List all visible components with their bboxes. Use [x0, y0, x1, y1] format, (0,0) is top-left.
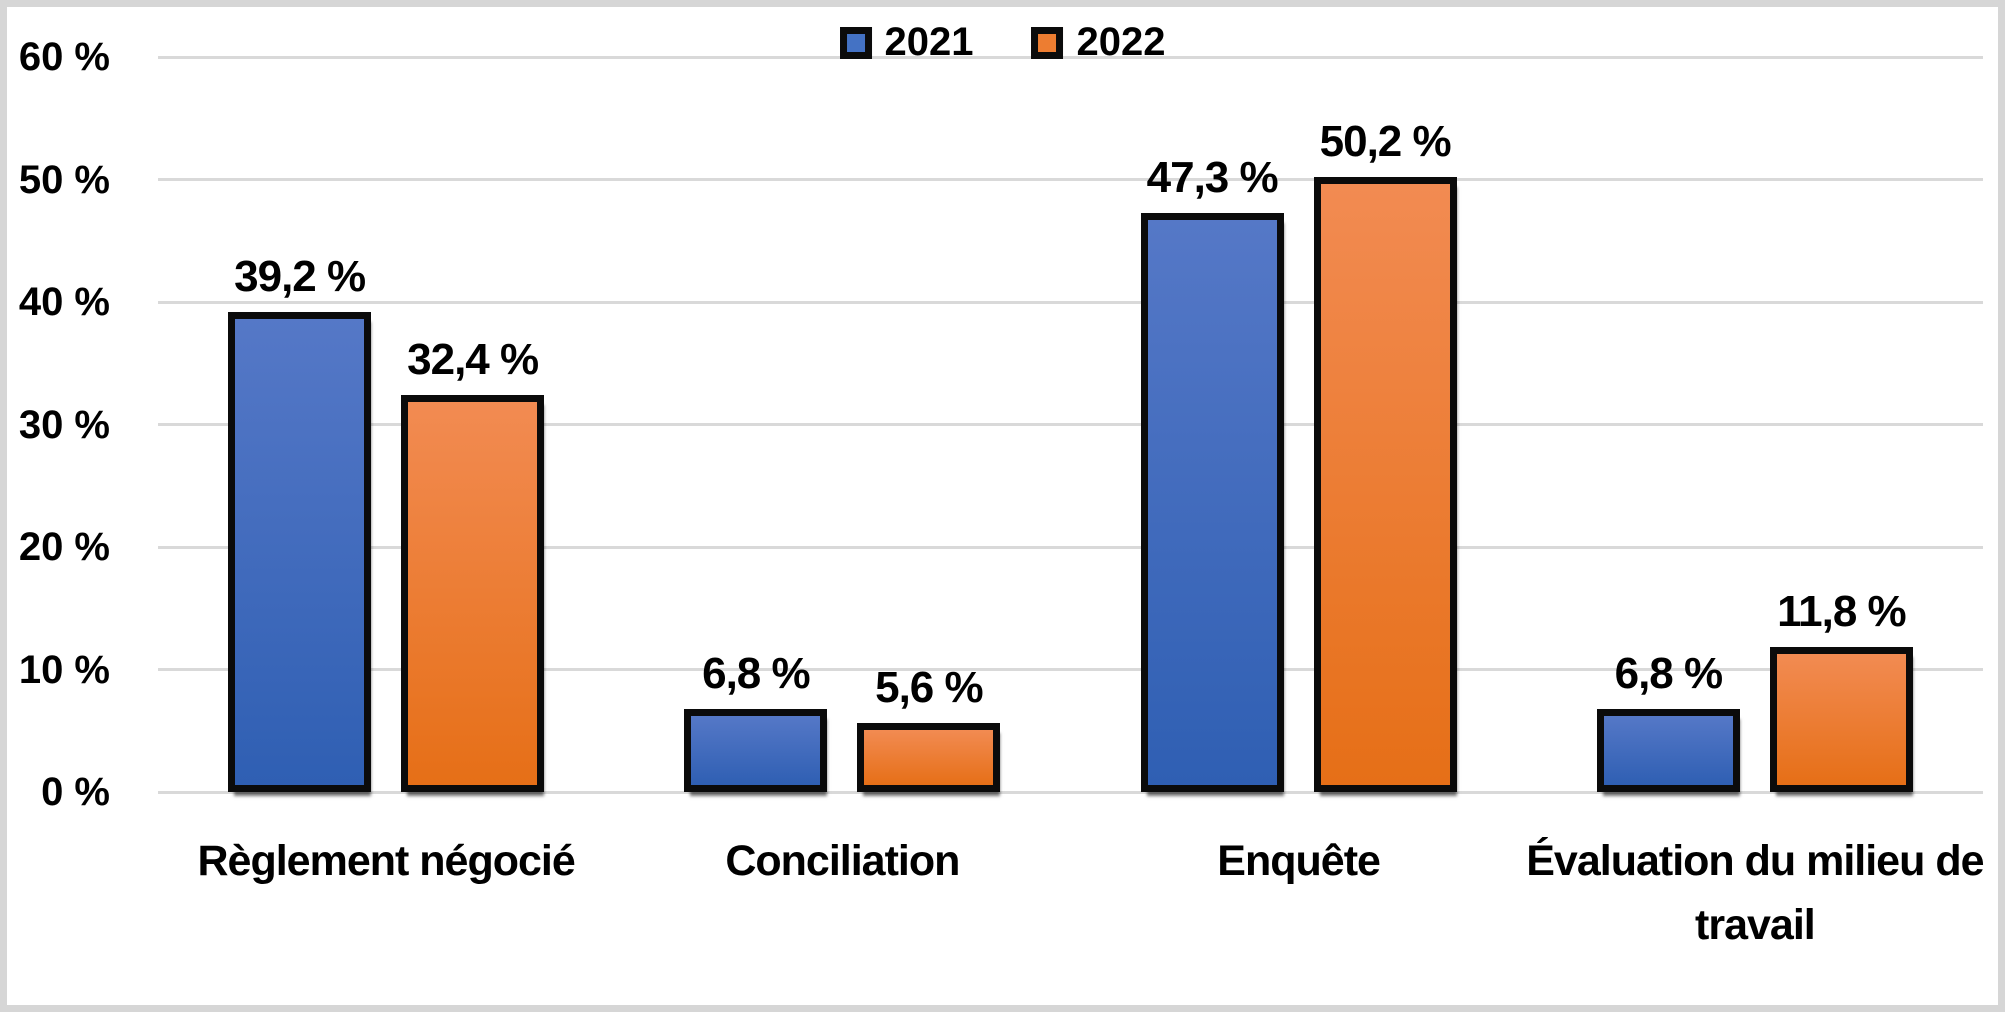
legend-label-2021: 2021 [884, 20, 974, 64]
gridline-30 [158, 423, 1983, 426]
x-axis-label-1: Conciliation [725, 837, 960, 885]
x-axis-label-2: Enquête [1217, 837, 1381, 885]
gridline-40 [158, 300, 1983, 304]
bar-value-label-2022-0: 32,4 % [407, 335, 539, 385]
gridline-10 [158, 668, 1983, 671]
bar-value-label-2022-3: 11,8 % [1777, 587, 1907, 637]
bar-2022-3 [1769, 647, 1913, 792]
bar-value-label-2021-1: 6,8 % [702, 648, 811, 698]
y-tick-label-50: 50 % [18, 157, 110, 202]
legend-swatch-2021-icon [839, 26, 872, 59]
bar-value-label-2021-3: 6,8 % [1614, 648, 1724, 698]
gridline-0 [158, 790, 1983, 794]
bar-2021-1 [684, 708, 828, 792]
x-axis-label-3: Évaluation du milieu de travail [1526, 837, 1984, 949]
legend: 2021 2022 [839, 20, 1166, 65]
bar-2022-0 [401, 395, 545, 792]
bar-value-label-2021-0: 39,2 % [234, 251, 366, 301]
bar-2021-0 [228, 311, 372, 792]
gridline-50 [158, 178, 1983, 181]
y-tick-label-0: 0 % [41, 770, 110, 814]
y-tick-label-20: 20 % [18, 525, 110, 569]
legend-swatch-2022-icon [1031, 26, 1064, 59]
legend-item-2022: 2022 [1031, 20, 1166, 65]
plot-area: 39,2 % 6,8 % 47,3 % 6,8 % 32,4 % 5,6 % 50,2 % 1… [158, 55, 1983, 794]
y-tick-label-60: 60 % [18, 35, 110, 79]
bar-value-label-2022-2: 50,2 % [1319, 117, 1452, 167]
bar-2021-3 [1596, 708, 1740, 792]
bar-2022-2 [1313, 177, 1457, 792]
legend-item-2021: 2021 [839, 20, 974, 65]
bar-2022-1 [857, 723, 1001, 792]
gridline-20 [158, 545, 1983, 549]
bar-2021-2 [1140, 212, 1284, 792]
bar-value-label-2021-2: 47,3 % [1146, 152, 1279, 202]
y-tick-label-40: 40 % [18, 280, 110, 324]
legend-label-2022: 2022 [1076, 20, 1166, 64]
y-tick-label-10: 10 % [18, 647, 110, 692]
y-tick-label-30: 30 % [18, 402, 110, 447]
bar-value-label-2022-1: 5,6 % [875, 663, 984, 713]
gridline-60 [158, 55, 1983, 59]
x-axis-label-0: Règlement négocié [197, 837, 575, 885]
